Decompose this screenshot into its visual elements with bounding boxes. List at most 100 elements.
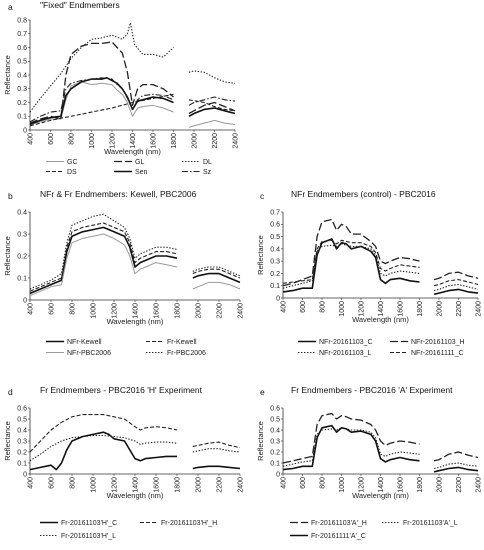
y-tick-label: 0 bbox=[276, 471, 280, 478]
legend-label: Sz bbox=[203, 169, 212, 176]
x-tick-label: 800 bbox=[319, 477, 326, 489]
y-tick-label: 0.2 bbox=[17, 100, 27, 107]
series-line-5 bbox=[29, 77, 174, 123]
x-axis-label: Wavelength (nm) bbox=[107, 491, 164, 500]
series-line-5 bbox=[188, 96, 236, 106]
chart-panel-d: d Fr Endmembers - PBC2016 'H' Experiment 0… bbox=[3, 385, 244, 540]
series-line-1 bbox=[192, 441, 241, 449]
x-tick-label: 1000 bbox=[339, 477, 346, 493]
x-tick-label: 1600 bbox=[153, 303, 160, 319]
x-tick-label: 400 bbox=[27, 303, 34, 315]
y-axis-label: Reflectance bbox=[3, 236, 12, 276]
y-tick-label: 0.4 bbox=[270, 246, 280, 253]
series-line-2 bbox=[192, 448, 241, 453]
x-axis-label: Wavelength (nm) bbox=[104, 147, 161, 156]
y-tick-label: 0.5 bbox=[17, 59, 27, 66]
x-tick-label: 1200 bbox=[358, 301, 365, 317]
y-tick-label: 0.8 bbox=[17, 17, 27, 24]
y-tick-label: 0.1 bbox=[270, 460, 280, 467]
x-tick-label: 1800 bbox=[174, 303, 181, 319]
series-line-3 bbox=[282, 239, 420, 284]
panel-letter: d bbox=[8, 387, 13, 397]
x-axis-label: Wavelength (nm) bbox=[352, 491, 409, 500]
x-tick-label: 2400 bbox=[237, 477, 244, 493]
series-line-2 bbox=[282, 243, 420, 289]
legend: Fr-20161103'H'_C Fr-20161103'H'_H Fr-20161… bbox=[40, 520, 217, 540]
y-tick-label: 0.5 bbox=[17, 416, 27, 423]
series-line-0 bbox=[188, 119, 236, 128]
legend-label: Fr-20161111'A'_C bbox=[311, 533, 366, 540]
series-line-0 bbox=[29, 81, 174, 125]
x-tick-label: 1600 bbox=[153, 477, 160, 493]
series-line-0 bbox=[29, 431, 177, 471]
y-tick-label: 0.6 bbox=[17, 405, 27, 412]
chart-title: NFr & Fr Endmembers: Kewell, PBC2006 bbox=[40, 189, 197, 199]
legend-label: NFr-PBC2006 bbox=[67, 350, 111, 357]
x-tick-label: 2200 bbox=[212, 133, 219, 149]
series-line-2 bbox=[29, 434, 178, 462]
x-tick-label: 1200 bbox=[111, 477, 118, 493]
x-axis-label: Wavelength (nm) bbox=[352, 315, 409, 324]
x-tick-label: 1000 bbox=[339, 301, 346, 317]
x-tick-label: 400 bbox=[280, 477, 287, 489]
x-tick-label: 1800 bbox=[174, 477, 181, 493]
x-tick-label: 1600 bbox=[150, 133, 157, 149]
panel-letter: c bbox=[260, 191, 265, 201]
chart-panel-b: b NFr & Fr Endmembers: Kewell, PBC2006 0 0.… bbox=[3, 189, 244, 357]
x-tick-label: 2400 bbox=[475, 301, 482, 317]
y-tick-label: 0.1 bbox=[17, 275, 27, 282]
series-line-4 bbox=[29, 77, 174, 126]
series-line-3 bbox=[433, 279, 479, 287]
y-tick-label: 0.2 bbox=[270, 449, 280, 456]
series-line-3 bbox=[188, 99, 236, 112]
x-tick-label: 2200 bbox=[456, 301, 463, 317]
y-tick-label: 0.4 bbox=[17, 72, 27, 79]
series-line-0 bbox=[192, 465, 241, 470]
legend-label: GC bbox=[67, 159, 78, 166]
chart-title: NFr Endmembers (control) - PBC2016 bbox=[291, 189, 436, 199]
y-tick-label: 0.2 bbox=[17, 449, 27, 456]
x-tick-label: 1600 bbox=[397, 477, 404, 493]
series-line-3 bbox=[192, 266, 241, 277]
series-line-2 bbox=[433, 283, 479, 292]
chart-title: Fr Endmembers - PBC2016 'A' Experiment bbox=[291, 385, 453, 395]
y-tick-label: 0.6 bbox=[17, 45, 27, 52]
x-tick-label: 1600 bbox=[397, 301, 404, 317]
y-tick-label: 0 bbox=[276, 295, 280, 302]
x-tick-label: 600 bbox=[300, 477, 307, 489]
series-line-3 bbox=[29, 213, 178, 290]
x-tick-label: 2400 bbox=[475, 477, 482, 493]
panel-letter: a bbox=[8, 2, 13, 12]
series-line-0 bbox=[282, 238, 420, 293]
y-axis-label: Reflectance bbox=[256, 235, 265, 275]
legend-label: Sen bbox=[135, 169, 148, 176]
x-tick-label: 1400 bbox=[130, 133, 137, 149]
y-tick-label: 0.4 bbox=[17, 209, 27, 216]
x-tick-label: 2000 bbox=[195, 303, 202, 319]
series-line-2 bbox=[192, 281, 241, 290]
y-tick-label: 0.2 bbox=[270, 271, 280, 278]
x-tick-label: 400 bbox=[27, 477, 34, 489]
y-tick-label: 0.3 bbox=[270, 259, 280, 266]
series-line-1 bbox=[29, 222, 178, 292]
x-tick-label: 2000 bbox=[436, 301, 443, 317]
chart-panel-c: c NFr Endmembers (control) - PBC2016 0 0.1 0… bbox=[256, 189, 482, 357]
chart-title: Fr Endmembers - PBC2016 'H' Experiment bbox=[40, 385, 203, 395]
legend-label: Fr-20161103'A'_H bbox=[311, 520, 367, 527]
x-tick-label: 2000 bbox=[436, 477, 443, 493]
series-line-0 bbox=[282, 412, 420, 464]
chart-panel-e: e Fr Endmembers - PBC2016 'A' Experiment 0… bbox=[256, 385, 482, 540]
x-tick-label: 800 bbox=[319, 301, 326, 313]
y-tick-label: 0.1 bbox=[17, 460, 27, 467]
legend-label: GL bbox=[135, 159, 144, 166]
legend-label: Fr-20161103'H'_L bbox=[61, 533, 116, 540]
x-tick-label: 1400 bbox=[132, 477, 139, 493]
chart-panel-a: a "Fixed" Endmembers 0 0.1 0.2 0.3 0.4 0.5 0.6 0.… bbox=[3, 0, 239, 176]
y-tick-label: 0.4 bbox=[270, 427, 280, 434]
y-tick-label: 0.7 bbox=[17, 31, 27, 38]
y-tick-label: 0 bbox=[23, 127, 27, 134]
legend-label: DS bbox=[67, 169, 77, 176]
legend: NFr-Kewell Fr-Kewell NFr-PBC2006 Fr-PBC2006 bbox=[46, 339, 206, 357]
series-line-4 bbox=[188, 107, 236, 118]
